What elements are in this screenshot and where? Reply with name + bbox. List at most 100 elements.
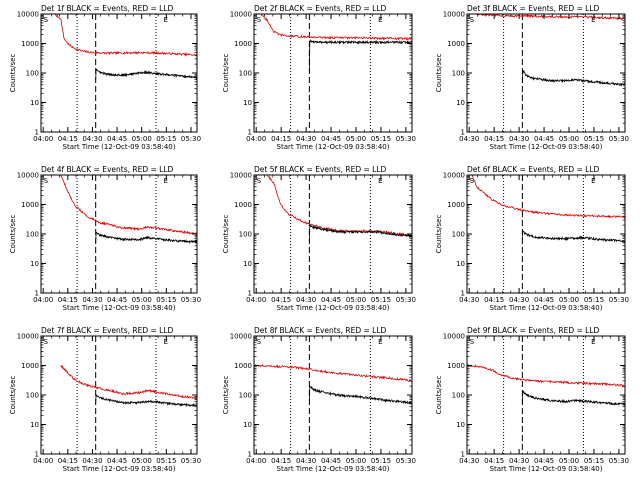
x-tick-label: 04:30 [296,296,316,304]
x-tick-label: 04:15 [484,296,504,304]
y-tick-label: 10 [243,421,252,429]
x-tick-label: 05:00 [132,296,152,304]
x-tick-label: 04:15 [58,457,78,465]
plot-frame [253,335,413,455]
x-axis-label: Start Time (12-Oct-09 03:58:40) [277,143,390,151]
x-tick-label: 04:30 [82,135,102,143]
x-axis-label: Start Time (12-Oct-09 03:58:40) [490,143,603,151]
marker-label-s: S [470,16,475,24]
y-tick-label: 1000 [234,362,252,370]
x-tick-label: 05:30 [396,135,416,143]
x-tick-label: 05:30 [396,296,416,304]
panel-det-9: Det 9f BLACK = Events, RED = LLD S E 1 10 100… [435,326,629,473]
x-tick-label: 05:15 [584,135,604,143]
x-tick-label: 05:15 [584,457,604,465]
plot-frame [466,13,626,133]
y-axis-label: Counts/sec [9,215,17,254]
y-tick-label: 10 [30,99,39,107]
x-axis-label: Start Time (12-Oct-09 03:58:40) [277,465,390,473]
y-tick-label: 10000 [443,172,465,180]
plot-frame [253,13,413,133]
events-series-line [95,68,197,81]
events-series-line [522,390,625,407]
marker-label-s: S [257,177,262,185]
y-tick-label: 1000 [447,362,465,370]
x-tick-label: 05:00 [346,135,366,143]
y-axis-label: Counts/sec [435,215,443,254]
marker-label-s: S [44,338,49,346]
x-tick-label: 04:45 [534,135,554,143]
y-tick-label: 1 [461,290,465,298]
events-series-line [309,39,412,74]
y-tick-label: 1 [461,129,465,137]
x-tick-label: 05:15 [156,135,176,143]
lld-series-line [60,175,197,235]
y-tick-label: 1 [248,451,252,459]
x-tick-label: 04:45 [321,457,341,465]
y-tick-label: 100 [452,231,465,239]
x-tick-label: 05:15 [371,135,391,143]
y-tick-label: 1 [35,451,39,459]
x-tick-label: 04:00 [33,135,53,143]
x-axis-label: Start Time (12-Oct-09 03:58:40) [63,465,176,473]
x-tick-label: 05:30 [396,457,416,465]
chart-title: Det 1f BLACK = Events, RED = LLD [41,4,174,13]
x-tick-label: 04:45 [107,135,127,143]
x-axis-label: Start Time (12-Oct-09 03:58:40) [63,304,176,312]
x-axis-label: Start Time (12-Oct-09 03:58:40) [63,143,176,151]
x-tick-label: 04:15 [271,135,291,143]
y-tick-label: 10000 [17,172,39,180]
y-tick-label: 1000 [234,40,252,48]
y-tick-label: 100 [26,231,39,239]
marker-label-s: S [44,177,49,185]
y-tick-label: 10 [30,421,39,429]
marker-label-s: S [470,177,475,185]
chart-title: Det 4f BLACK = Events, RED = LLD [41,165,174,174]
x-tick-label: 04:30 [509,296,529,304]
x-tick-label: 05:00 [559,296,579,304]
lld-series-line [254,363,412,383]
lld-series-line [41,14,197,57]
marker-label-s: S [257,338,262,346]
x-tick-label: 05:15 [371,457,391,465]
y-tick-label: 100 [26,392,39,400]
marker-label-e: E [164,338,168,346]
x-tick-label: 04:15 [58,135,78,143]
panel-det-4: Det 4f BLACK = Events, RED = LLD S E 1 10 100… [9,165,201,312]
panel-det-5: Det 5f BLACK = Events, RED = LLD S E 1 10 100… [222,165,416,312]
chart-title: Det 7f BLACK = Events, RED = LLD [41,326,174,335]
marker-label-e: E [164,16,168,24]
lld-series-line [254,14,412,41]
events-series-line [95,231,197,245]
x-tick-label: 05:30 [609,296,629,304]
y-axis-label: Counts/sec [222,54,230,93]
y-tick-label: 1 [461,451,465,459]
chart-title: Det 2f BLACK = Events, RED = LLD [254,4,387,13]
y-tick-label: 1 [248,290,252,298]
y-tick-label: 10000 [230,333,252,341]
plot-frame [40,13,198,133]
marker-label-e: E [591,338,595,346]
y-tick-label: 10000 [17,333,39,341]
lld-series-line [60,365,197,400]
x-tick-label: 05:00 [132,135,152,143]
x-tick-label: 04:15 [271,457,291,465]
y-axis-label: Counts/sec [222,215,230,254]
x-tick-label: 04:30 [459,135,479,143]
x-tick-label: 04:30 [459,296,479,304]
y-axis-label: Counts/sec [435,376,443,415]
y-axis-label: Counts/sec [222,376,230,415]
y-axis-label: Counts/sec [435,54,443,93]
y-tick-label: 1000 [21,40,39,48]
x-tick-label: 04:15 [484,135,504,143]
marker-label-s: S [44,16,49,24]
chart-title: Det 8f BLACK = Events, RED = LLD [254,326,387,335]
y-tick-label: 100 [26,70,39,78]
events-series-line [522,229,625,243]
plot-frame [466,335,626,455]
x-tick-label: 05:00 [559,457,579,465]
x-tick-label: 04:00 [246,296,266,304]
y-tick-label: 1000 [447,40,465,48]
y-tick-label: 1 [35,290,39,298]
y-tick-label: 1000 [21,201,39,209]
